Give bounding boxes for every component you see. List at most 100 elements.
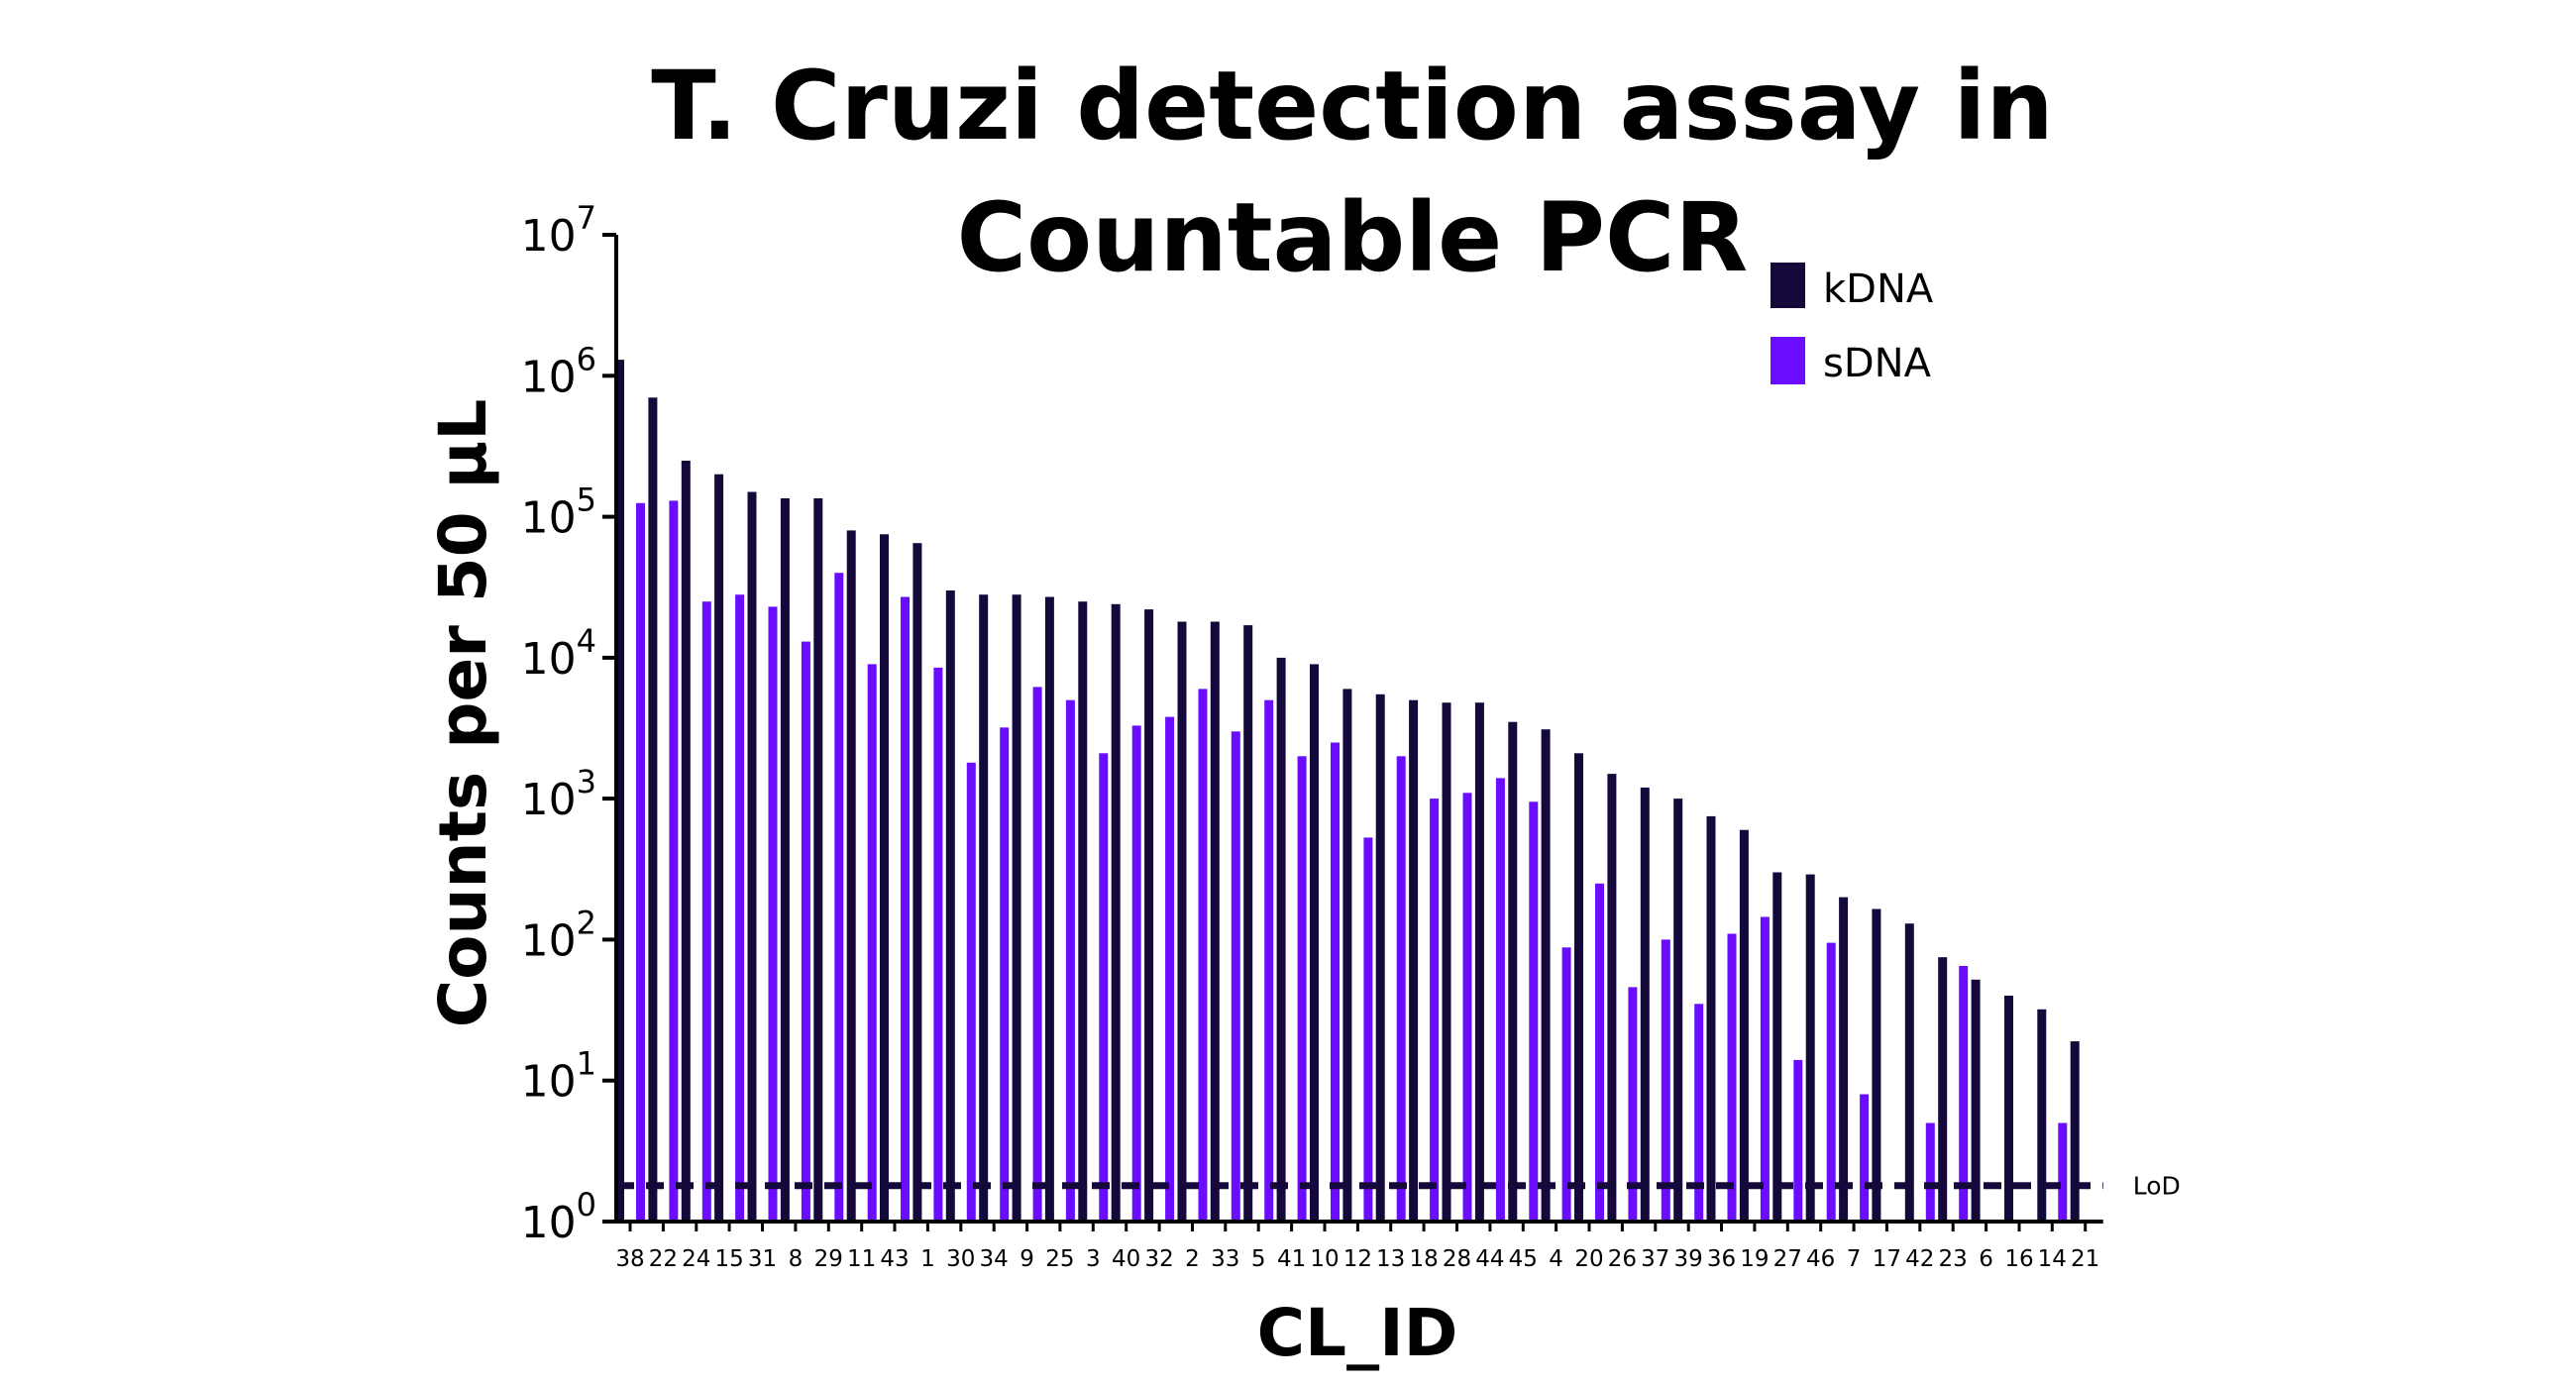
bar-sdna-9 xyxy=(1032,687,1042,1222)
bar-sdna-5 xyxy=(1264,699,1274,1222)
bar-kdna-25 xyxy=(1044,596,1054,1222)
bar-sdna-20 xyxy=(1595,883,1604,1222)
bar-kdna-26 xyxy=(1607,774,1617,1222)
bar-sdna-23 xyxy=(1959,966,1969,1222)
bar-kdna-40 xyxy=(1111,603,1121,1222)
x-tick-label-36: 36 xyxy=(1707,1246,1736,1272)
x-tick-label-11: 11 xyxy=(847,1246,876,1272)
x-tick-label-43: 43 xyxy=(880,1246,909,1272)
x-tick-label-31: 31 xyxy=(748,1246,777,1272)
bar-sdna-45 xyxy=(1529,801,1539,1222)
legend-label-sdna: sDNA xyxy=(1823,341,1932,386)
bar-kdna-29 xyxy=(813,498,823,1222)
bar-kdna-3 xyxy=(1078,601,1088,1222)
bar-kdna-17 xyxy=(1872,908,1881,1222)
bar-kdna-38 xyxy=(615,360,624,1223)
bar-kdna-13 xyxy=(1375,694,1385,1222)
bar-kdna-39 xyxy=(1673,799,1683,1222)
bar-kdna-2 xyxy=(1177,621,1187,1222)
x-tick-label-3: 3 xyxy=(1086,1246,1101,1272)
y-axis-label: Counts per 50 μL xyxy=(425,399,501,1028)
bar-sdna-19 xyxy=(1760,916,1770,1222)
bar-sdna-8 xyxy=(801,641,810,1222)
bar-sdna-22 xyxy=(669,500,679,1222)
bar-kdna-43 xyxy=(880,534,889,1222)
bar-sdna-26 xyxy=(1628,987,1638,1222)
bar-kdna-20 xyxy=(1574,753,1583,1222)
bar-sdna-42 xyxy=(1925,1122,1935,1222)
bar-sdna-31 xyxy=(768,606,778,1222)
bar-sdna-37 xyxy=(1661,939,1670,1222)
bar-sdna-15 xyxy=(735,594,745,1222)
bar-kdna-5 xyxy=(1243,625,1253,1222)
chart-title-line2: Countable PCR xyxy=(957,182,1749,293)
bar-kdna-34 xyxy=(979,594,989,1222)
y-tick-label-2: 102 xyxy=(521,904,596,966)
bar-sdna-43 xyxy=(901,596,910,1222)
bar-sdna-4 xyxy=(1561,947,1571,1222)
bar-kdna-30 xyxy=(945,590,955,1222)
bar-sdna-36 xyxy=(1727,933,1737,1222)
x-tick-label-2: 2 xyxy=(1185,1246,1200,1272)
bar-sdna-39 xyxy=(1694,1004,1704,1222)
bar-kdna-14 xyxy=(2037,1009,2047,1222)
x-tick-label-12: 12 xyxy=(1343,1246,1372,1272)
bar-sdna-34 xyxy=(1000,727,1010,1222)
bar-kdna-44 xyxy=(1474,702,1484,1222)
bar-kdna-1 xyxy=(912,543,922,1222)
bar-sdna-24 xyxy=(701,601,711,1222)
bar-kdna-31 xyxy=(747,491,757,1222)
legend: kDNA sDNA xyxy=(1771,263,1934,386)
bar-sdna-38 xyxy=(636,502,645,1222)
y-tick-label-5: 105 xyxy=(521,481,596,544)
bar-kdna-36 xyxy=(1706,815,1716,1222)
x-tick-label-22: 22 xyxy=(649,1246,678,1272)
x-tick-label-24: 24 xyxy=(682,1246,710,1272)
bar-sdna-44 xyxy=(1495,778,1505,1222)
bar-kdna-8 xyxy=(780,498,790,1222)
bar-kdna-32 xyxy=(1144,609,1154,1222)
x-tick-label-37: 37 xyxy=(1641,1246,1669,1272)
bar-sdna-29 xyxy=(834,573,844,1222)
y-tick-label-6: 106 xyxy=(521,340,596,402)
x-tick-label-41: 41 xyxy=(1277,1246,1306,1272)
bar-sdna-46 xyxy=(1826,942,1836,1222)
bar-sdna-7 xyxy=(1860,1094,1870,1222)
bar-kdna-19 xyxy=(1739,829,1749,1222)
bar-kdna-37 xyxy=(1640,787,1650,1222)
bar-kdna-28 xyxy=(1442,702,1451,1222)
x-tick-label-27: 27 xyxy=(1773,1246,1802,1272)
lod-label: LoD xyxy=(2133,1172,2181,1201)
bar-sdna-27 xyxy=(1793,1059,1803,1222)
x-tick-label-13: 13 xyxy=(1376,1246,1405,1272)
y-tick-label-3: 103 xyxy=(521,763,596,825)
bar-sdna-12 xyxy=(1363,837,1373,1222)
x-tick-label-20: 20 xyxy=(1574,1246,1603,1272)
bar-kdna-27 xyxy=(1772,872,1782,1222)
x-tick-label-25: 25 xyxy=(1045,1246,1074,1272)
x-tick-label-15: 15 xyxy=(714,1246,743,1272)
bar-kdna-16 xyxy=(2004,996,2013,1222)
bar-kdna-24 xyxy=(681,461,691,1222)
y-tick-label-0: 100 xyxy=(521,1186,596,1248)
x-tick-label-39: 39 xyxy=(1674,1246,1703,1272)
bar-kdna-45 xyxy=(1508,721,1518,1222)
legend-label-kdna: kDNA xyxy=(1823,267,1934,312)
x-tick-label-38: 38 xyxy=(615,1246,644,1272)
x-tick-label-32: 32 xyxy=(1144,1246,1173,1272)
x-tick-label-28: 28 xyxy=(1443,1246,1471,1272)
x-tick-label-45: 45 xyxy=(1509,1246,1538,1272)
x-tick-label-1: 1 xyxy=(920,1246,935,1272)
x-tick-label-16: 16 xyxy=(2004,1246,2033,1272)
x-axis-label: CL_ID xyxy=(1257,1295,1458,1371)
y-tick-label-1: 101 xyxy=(521,1045,596,1108)
bar-kdna-7 xyxy=(1839,897,1849,1222)
legend-swatch-kdna xyxy=(1771,263,1805,308)
x-tick-label-5: 5 xyxy=(1251,1246,1266,1272)
x-tick-label-30: 30 xyxy=(946,1246,975,1272)
bar-sdna-32 xyxy=(1165,716,1175,1222)
bar-kdna-33 xyxy=(1210,621,1220,1222)
bar-kdna-4 xyxy=(1541,729,1551,1222)
x-tick-label-40: 40 xyxy=(1112,1246,1140,1272)
